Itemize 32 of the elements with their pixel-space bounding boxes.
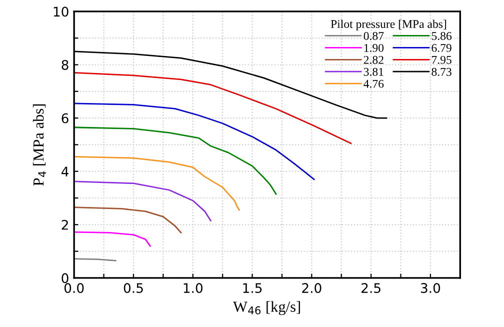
x-tick-label: 2.5 [362,283,380,294]
legend-label: 0.87 [364,32,384,40]
line-series [74,156,240,211]
legend-label: 2.82 [364,56,384,64]
legend-label: 4.76 [364,80,384,88]
x-tick-label: 1.0 [184,283,202,294]
x-tick-label: 1.5 [243,283,262,294]
y-tick-label: 2 [62,220,68,230]
line-series [74,206,182,234]
legend-label: 5.86 [432,32,452,40]
y-tick-label: 10 [54,6,68,17]
legend-label: 1.90 [364,44,384,52]
x-tick-label: 0.5 [124,283,143,294]
line-series [74,126,277,195]
x-tick-label: 0.0 [64,283,84,294]
y-tick-label: 4 [61,166,68,176]
legend-label: 6.79 [432,44,452,52]
y-tick-label: 8 [62,60,68,70]
line-series [74,102,315,180]
line-series [74,72,352,144]
x-tick-label: 2.0 [302,283,322,294]
line-series [74,231,151,247]
x-tick-label: 3.0 [420,283,440,294]
y-tick-label: 6 [62,113,68,124]
y-axis-title: P$_{4}$ [MPa abs] [32,104,46,186]
y-tick-label: 0 [62,273,68,284]
line-series [74,180,212,222]
legend-title: Pilot pressure [MPa abs] [330,20,446,30]
legend-label: 3.81 [364,68,384,76]
legend-label: 7.95 [432,56,452,64]
x-axis-title: W$_{46}$ [kg/s] [233,301,300,316]
legend-label: 8.73 [432,68,452,76]
